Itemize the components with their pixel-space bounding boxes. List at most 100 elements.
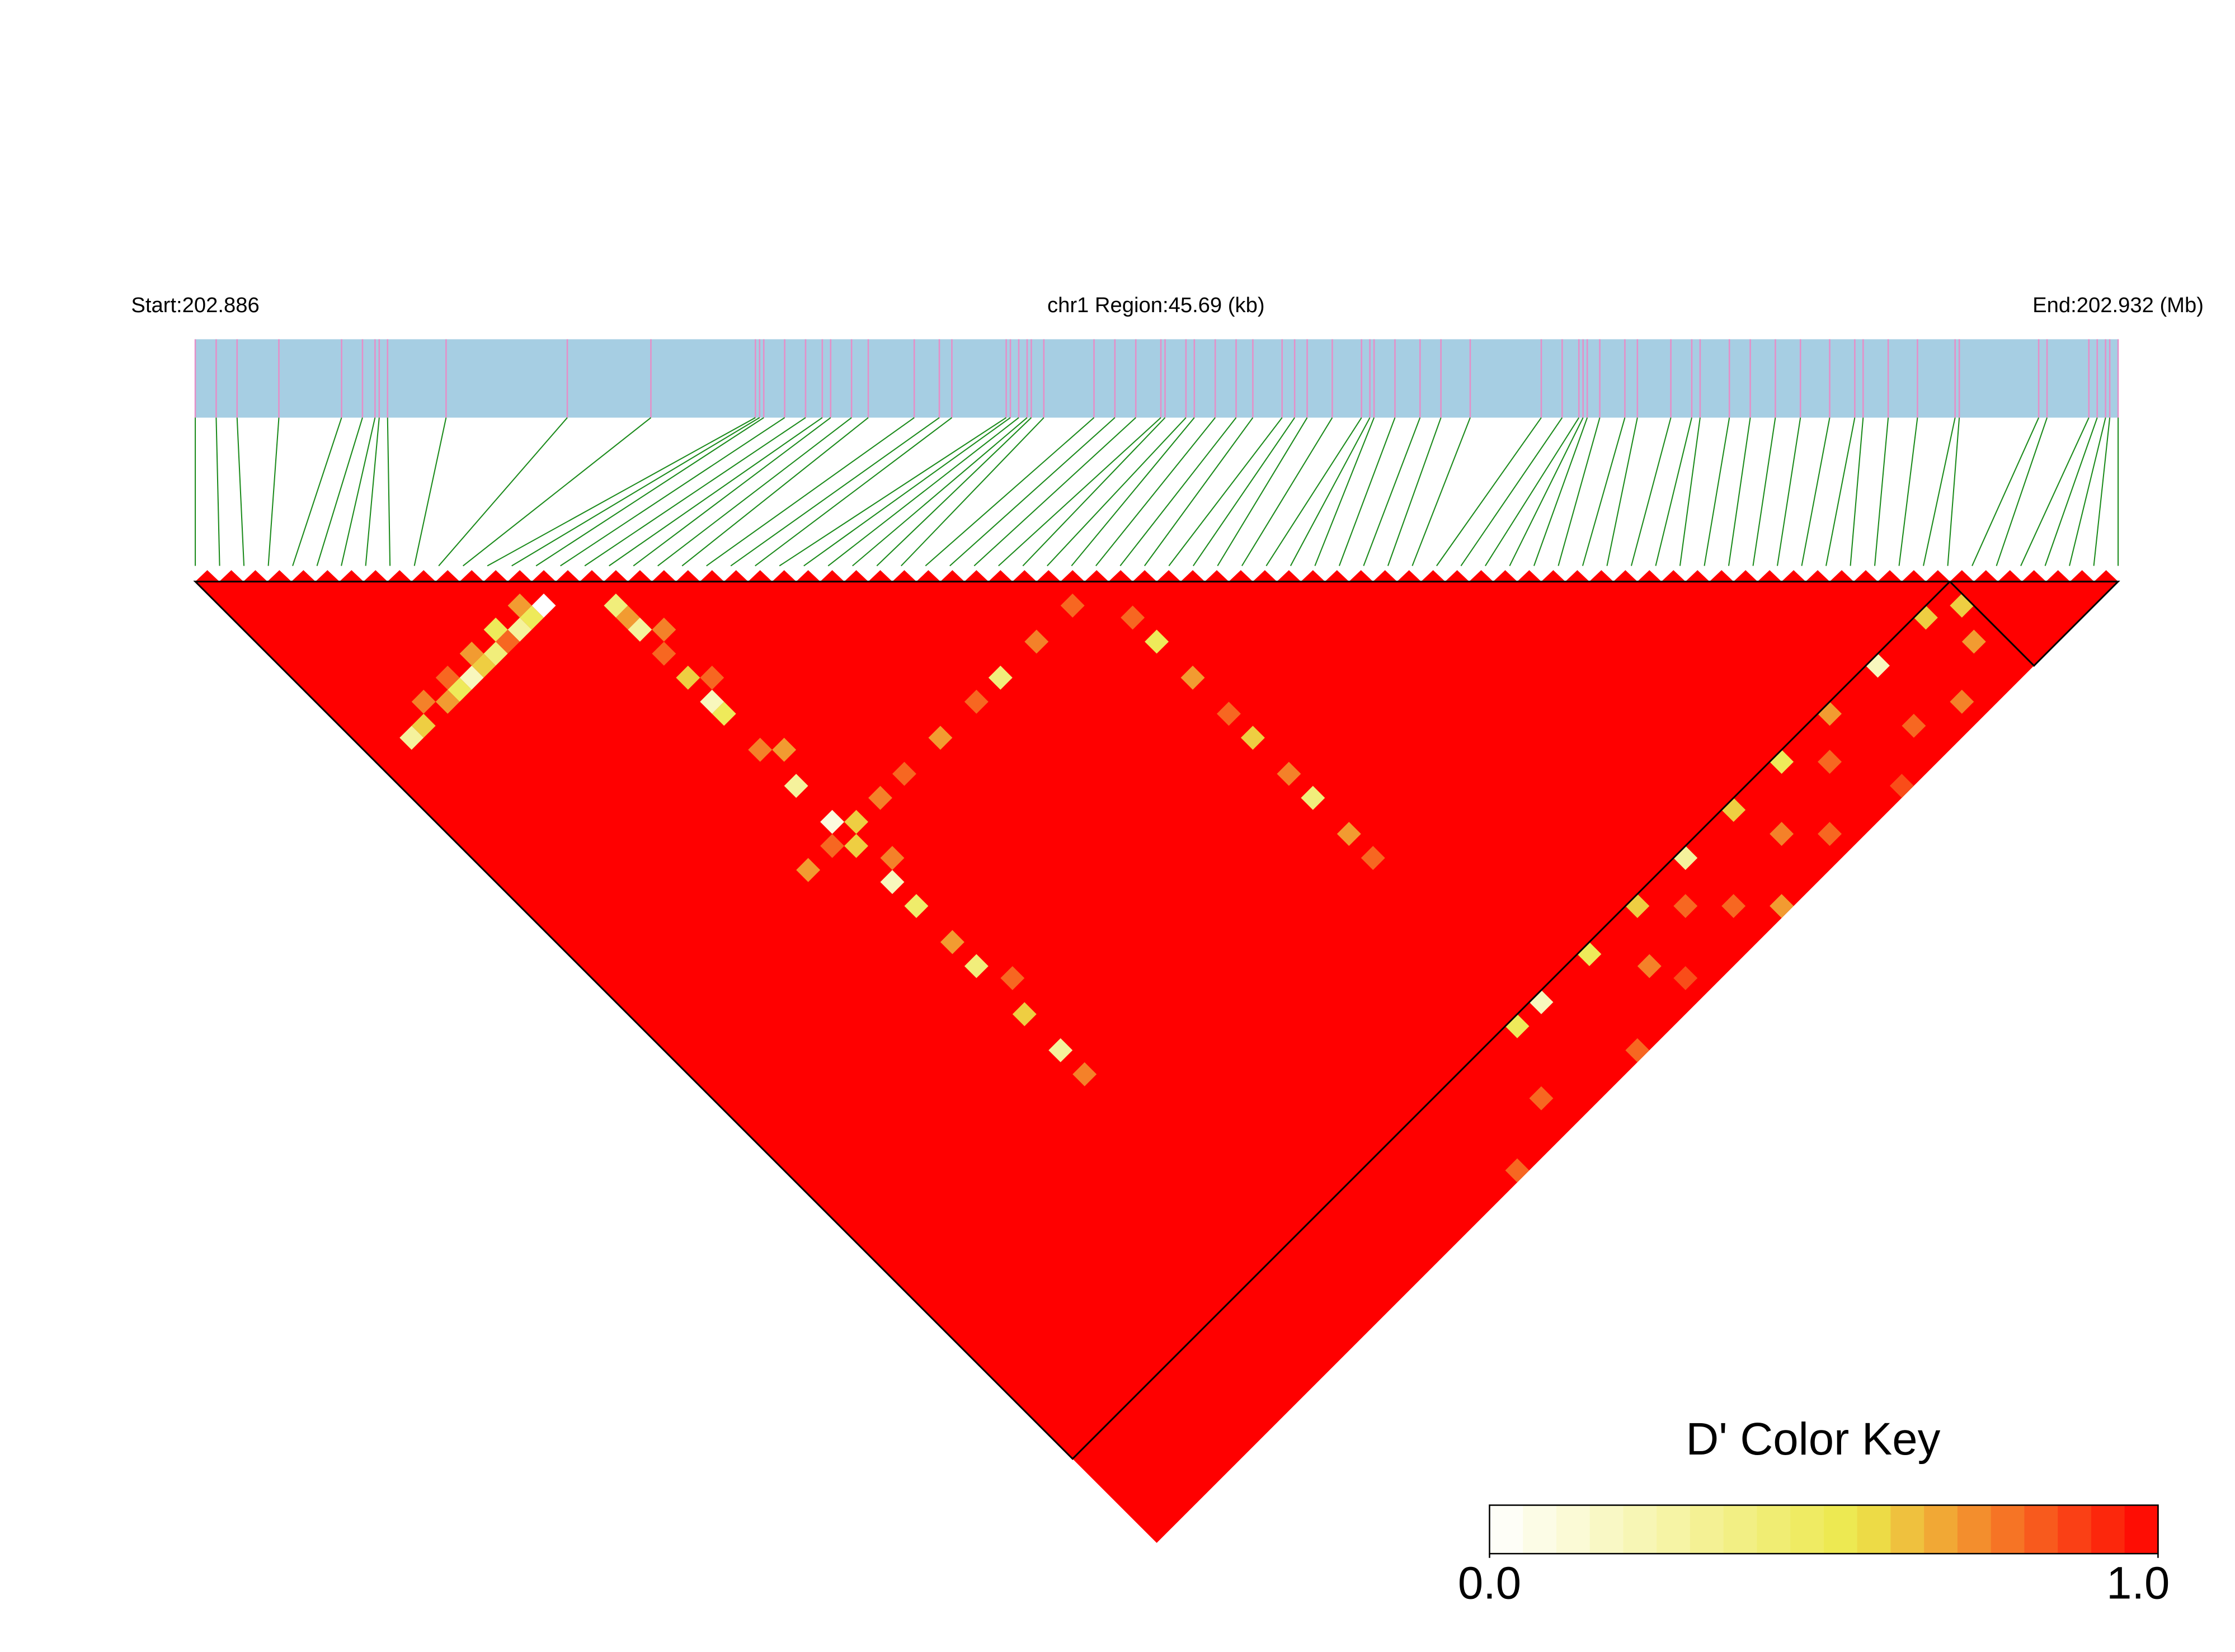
snp-diamond [1541, 570, 1565, 582]
snp-connector [1338, 417, 1396, 566]
snp-connector [236, 417, 245, 566]
snp-connector [1728, 417, 1751, 566]
snp-connector [1630, 417, 1672, 566]
snp-connector [1704, 417, 1730, 566]
ld-cell [748, 737, 773, 762]
snp-diamond [580, 570, 604, 582]
ld-cell [1902, 713, 1926, 738]
snp-diamond [748, 570, 773, 582]
snp-connector [1047, 417, 1187, 567]
ld-cell [1301, 785, 1325, 810]
ld-cell [604, 594, 628, 618]
ld-cell [1048, 1038, 1073, 1062]
key-swatch [1957, 1505, 1992, 1554]
snp-connector [1971, 417, 2040, 566]
snp-diamond [315, 570, 340, 582]
snp-connector [876, 417, 1032, 567]
ld-cell [1625, 1038, 1650, 1062]
snp-diamond [1661, 570, 1686, 582]
ld-cell [411, 713, 436, 738]
ld-cell [700, 689, 724, 714]
snp-diamond [628, 570, 652, 582]
snp-diamond [1926, 570, 1950, 582]
key-swatch [1991, 1505, 2025, 1554]
ld-cell [880, 870, 905, 895]
snp-connector [267, 417, 280, 566]
snp-diamond [892, 570, 916, 582]
key-swatch [2024, 1505, 2059, 1554]
snp-connector [1509, 417, 1584, 566]
snp-connector [584, 417, 806, 567]
snp-diamond [1613, 570, 1638, 582]
snp-diamond [940, 570, 964, 582]
snp-connector [1217, 417, 1308, 567]
key-swatch [1790, 1505, 1825, 1554]
snp-diamond [1493, 570, 1518, 582]
ld-cell [772, 737, 797, 762]
snp-connector [535, 417, 764, 567]
snp-diamond [1060, 570, 1085, 582]
ld-triangle [195, 581, 2119, 1543]
snp-diamond [1397, 570, 1422, 582]
snp-diamond [291, 570, 316, 582]
snp-connector [511, 417, 760, 567]
snp-diamond [1637, 570, 1662, 582]
ld-cell [1770, 822, 1794, 846]
ld-cell [399, 726, 424, 750]
ld-cell [435, 665, 460, 690]
snp-diamond [1156, 570, 1181, 582]
ld-cell [1673, 894, 1698, 919]
ld-cell [1060, 594, 1085, 618]
region-bar [195, 339, 2119, 418]
key-swatch [1623, 1505, 1658, 1554]
snp-connector [1095, 417, 1216, 567]
ld-cell [652, 617, 676, 642]
snp-connector [755, 417, 953, 567]
ld-cell [411, 689, 436, 714]
snp-diamond [676, 570, 700, 582]
snp-diamond [1132, 570, 1157, 582]
snp-diamond [195, 570, 220, 582]
snp-connector [1411, 417, 1471, 566]
ld-cell [1337, 822, 1361, 846]
ld-cell [1072, 1062, 1097, 1086]
ld-cell [820, 809, 845, 834]
ld-cell [844, 809, 869, 834]
ld-cell [1818, 822, 1842, 846]
snp-diamond [1709, 570, 1734, 582]
snp-diamond [1325, 570, 1349, 582]
key-swatch [1556, 1505, 1591, 1554]
snp-connector [609, 417, 823, 567]
snp-diamond [219, 570, 243, 582]
ld-cell [820, 834, 845, 858]
key-swatch [1757, 1505, 1791, 1554]
snp-connector [1874, 417, 1889, 566]
ld-cell [459, 641, 484, 666]
ld-cell [964, 954, 989, 978]
snp-diamond [1733, 570, 1758, 582]
snp-diamond [1757, 570, 1782, 582]
snp-diamond [363, 570, 388, 582]
key-swatch [1723, 1505, 1758, 1554]
snp-connector [998, 417, 1161, 567]
ld-cell [700, 665, 724, 690]
key-frame [1489, 1504, 2159, 1555]
snp-connector [1436, 417, 1542, 567]
key-swatch [1857, 1505, 1891, 1554]
snp-connector [1071, 417, 1195, 567]
snp-connector [1533, 417, 1588, 566]
snp-diamond [387, 570, 412, 582]
ld-cell [1529, 990, 1554, 1014]
ld-cell [483, 641, 508, 666]
snp-connector [215, 417, 220, 566]
snp-diamond [796, 570, 821, 582]
ld-cell [1012, 1002, 1037, 1027]
ld-cell [1505, 1158, 1530, 1183]
ld-cell [615, 605, 640, 630]
ld-cell [507, 617, 532, 642]
snp-connector [462, 417, 652, 567]
snp-diamond [1421, 570, 1446, 582]
snp-diamond [1180, 570, 1205, 582]
key-swatch [1589, 1505, 1624, 1554]
snp-connector [1290, 417, 1371, 567]
